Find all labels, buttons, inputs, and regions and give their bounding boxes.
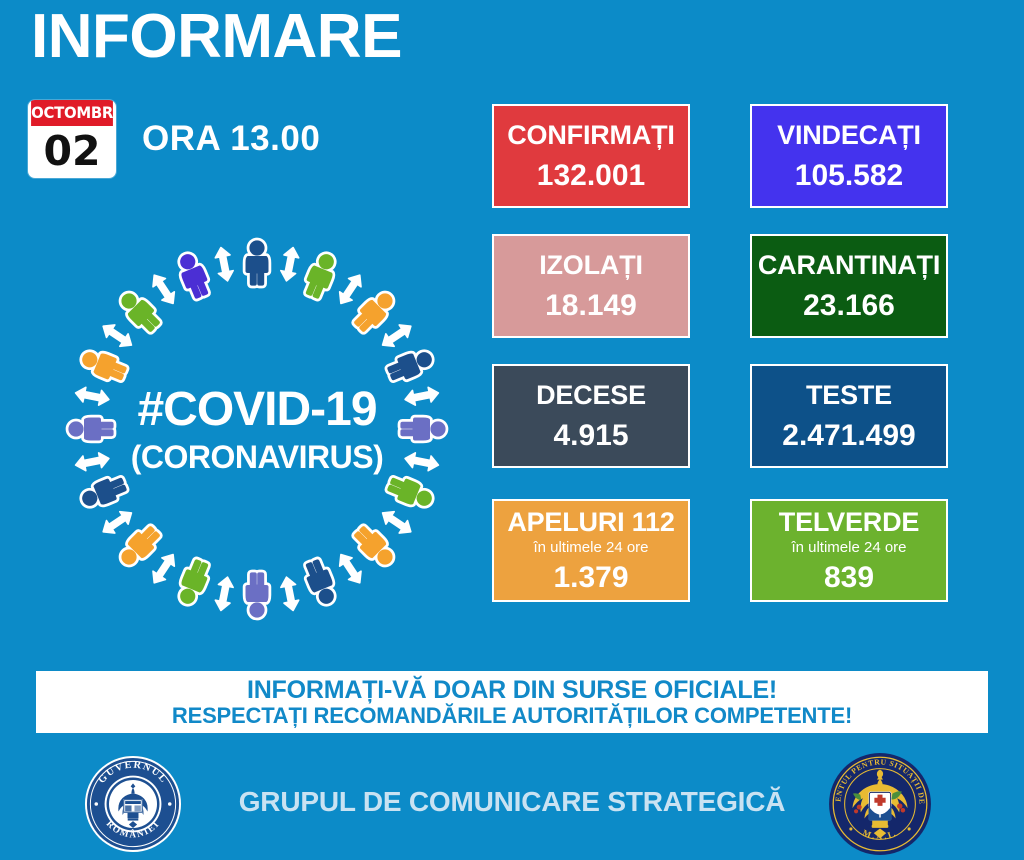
stat-label-carantinati: CARANTINAȚI (757, 249, 941, 280)
double-arrow-icon (377, 505, 416, 539)
calendar-month-label: OCTOMBRIE (31, 100, 116, 126)
stat-label-telverde: TELVERDE (778, 507, 920, 538)
stat-card-telverde: TELVERDE în ultimele 24 ore 839 (750, 499, 948, 602)
calendar-day-label: 02 (43, 127, 101, 175)
person-icon (385, 346, 436, 385)
double-arrow-icon (212, 574, 236, 613)
double-arrow-icon (98, 505, 137, 539)
stat-value-apeluri-112: 1.379 (553, 560, 629, 594)
person-icon (78, 346, 129, 385)
stat-label-decese: DECESE (536, 379, 646, 410)
guvernul-romaniei-seal-icon: GUVERNUL ROMÂNIEI (84, 755, 182, 853)
person-icon (301, 250, 340, 301)
stat-card-confirmati: CONFIRMAȚI 132.001 (492, 104, 690, 208)
calendar-icon: OCTOMBRIE 02 (28, 100, 116, 178)
double-arrow-icon (147, 549, 181, 588)
person-icon (350, 288, 398, 336)
stat-label-confirmati: CONFIRMAȚI (507, 119, 675, 150)
stat-card-teste: TESTE 2.471.499 (750, 364, 948, 468)
stat-value-vindecati: 105.582 (794, 159, 904, 193)
double-arrow-icon (377, 319, 416, 353)
person-icon (116, 288, 164, 336)
person-icon (116, 522, 164, 570)
time-label: ORA 13.00 (142, 119, 321, 158)
footer-title: GRUPUL DE COMUNICARE STRATEGICĂ (238, 786, 786, 817)
covid-subtitle-label: (CORONAVIRUS) (130, 439, 384, 475)
stat-value-telverde: 839 (823, 560, 875, 594)
person-icon (246, 240, 269, 285)
covid-hashtag-label: #COVID-19 (137, 383, 377, 436)
stat-value-confirmati: 132.001 (536, 159, 646, 193)
notice-line-2: RESPECTAȚI RECOMANDĂRILE AUTORITĂȚILOR C… (171, 702, 853, 728)
stat-value-carantinati: 23.166 (803, 289, 895, 323)
double-arrow-icon (278, 245, 302, 284)
stat-sublabel-apeluri-112: în ultimele 24 ore (533, 539, 649, 557)
person-icon (174, 557, 213, 608)
stat-card-apeluri-112: APELURI 112 în ultimele 24 ore 1.379 (492, 499, 690, 602)
double-arrow-icon (278, 574, 302, 613)
footer: GUVERNUL ROMÂNIEI GRUPUL DE COMUNICARE S… (0, 752, 1024, 860)
double-arrow-icon (147, 270, 181, 309)
stat-card-vindecati: VINDECAȚI 105.582 (750, 104, 948, 208)
stat-value-decese: 4.915 (553, 419, 629, 453)
stat-label-apeluri-112: APELURI 112 (507, 507, 675, 538)
date-row: OCTOMBRIE 02 ORA 13.00 (28, 100, 320, 178)
person-icon (246, 572, 269, 617)
person-icon (350, 522, 398, 570)
double-arrow-icon (333, 270, 367, 309)
page-title: INFORMARE (31, 2, 402, 71)
notice-line-1: INFORMAȚI-VĂ DOAR DIN SURSE OFICIALE! (246, 675, 778, 704)
notice-banner: INFORMAȚI-VĂ DOAR DIN SURSE OFICIALE! RE… (36, 671, 988, 733)
stat-label-teste: TESTE (805, 379, 892, 410)
dsu-mai-seal-icon: DEPARTAMENTUL PENTRU SITUAȚII DE URGENȚĂ… (828, 752, 931, 855)
stat-card-carantinati: CARANTINAȚI 23.166 (750, 234, 948, 338)
stat-label-izolati: IZOLAȚI (539, 249, 643, 280)
person-icon (301, 557, 340, 608)
stat-label-vindecati: VINDECAȚI (777, 119, 921, 150)
double-arrow-icon (212, 245, 236, 284)
stat-card-izolati: IZOLAȚI 18.149 (492, 234, 690, 338)
double-arrow-icon (333, 549, 367, 588)
person-icon (385, 473, 436, 512)
person-icon (78, 473, 129, 512)
covid-people-circle-graphic: #COVID-19 (CORONAVIRUS) (42, 214, 472, 644)
stat-sublabel-telverde: în ultimele 24 ore (791, 539, 907, 557)
person-icon (174, 250, 213, 301)
stat-card-decese: DECESE 4.915 (492, 364, 690, 468)
double-arrow-icon (98, 319, 137, 353)
stat-value-teste: 2.471.499 (782, 419, 916, 453)
stat-value-izolati: 18.149 (545, 289, 637, 323)
